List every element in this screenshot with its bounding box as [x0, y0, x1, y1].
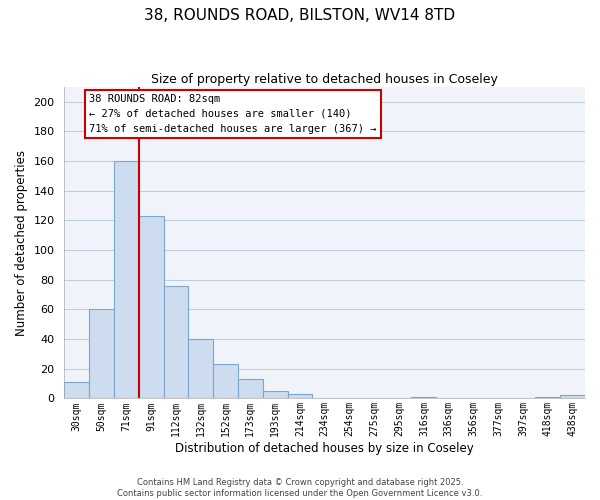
Bar	[263, 391, 287, 398]
Bar	[287, 394, 313, 398]
Bar	[139, 216, 164, 398]
Text: Contains HM Land Registry data © Crown copyright and database right 2025.
Contai: Contains HM Land Registry data © Crown c…	[118, 478, 482, 498]
Bar	[89, 310, 114, 398]
Bar	[412, 397, 436, 398]
Y-axis label: Number of detached properties: Number of detached properties	[15, 150, 28, 336]
Bar	[188, 339, 213, 398]
Text: 38 ROUNDS ROAD: 82sqm
← 27% of detached houses are smaller (140)
71% of semi-det: 38 ROUNDS ROAD: 82sqm ← 27% of detached …	[89, 94, 377, 134]
Bar	[238, 379, 263, 398]
Bar	[535, 397, 560, 398]
Bar	[213, 364, 238, 398]
Bar	[64, 382, 89, 398]
Bar	[114, 161, 139, 398]
Text: 38, ROUNDS ROAD, BILSTON, WV14 8TD: 38, ROUNDS ROAD, BILSTON, WV14 8TD	[145, 8, 455, 22]
Bar	[560, 396, 585, 398]
Title: Size of property relative to detached houses in Coseley: Size of property relative to detached ho…	[151, 72, 498, 86]
Bar	[164, 286, 188, 399]
X-axis label: Distribution of detached houses by size in Coseley: Distribution of detached houses by size …	[175, 442, 474, 455]
